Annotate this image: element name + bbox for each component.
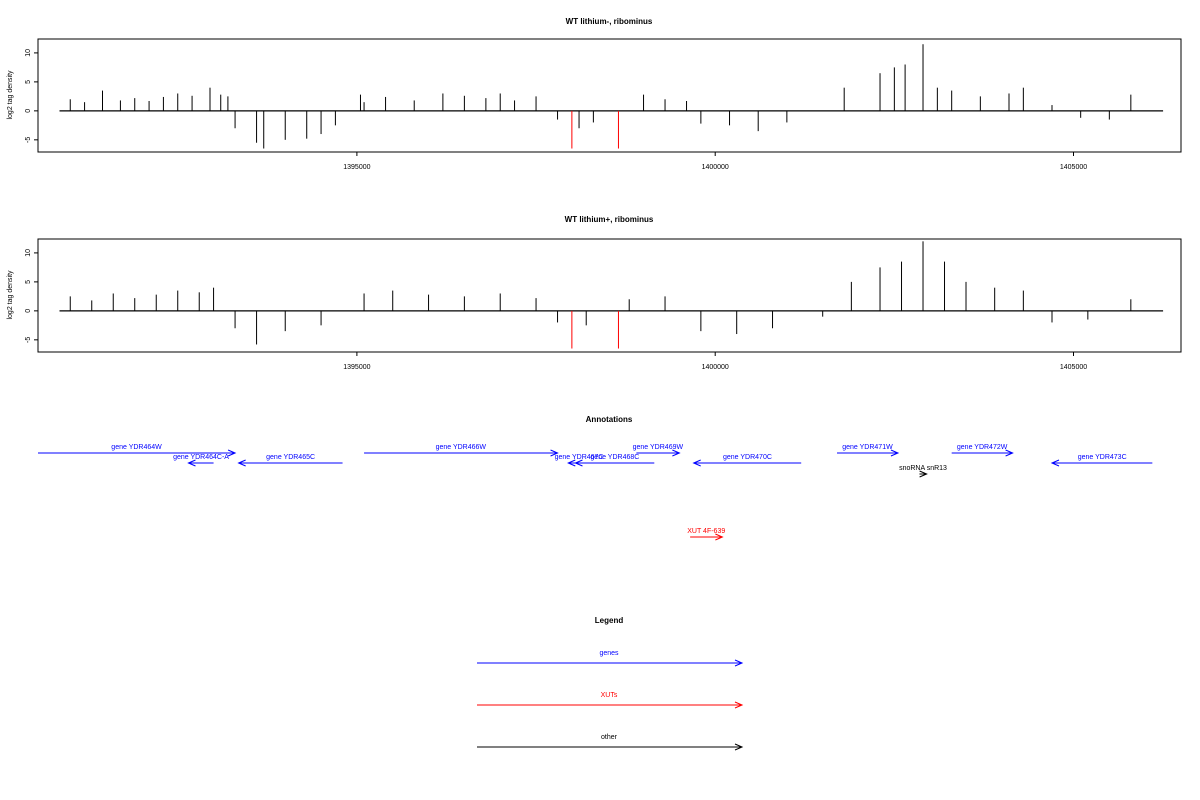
annotation-label: gene YDR468C (590, 454, 639, 461)
annotation-label: gene YDR467C (555, 454, 604, 461)
legend-arrowhead (734, 659, 744, 667)
y-tick-label: 10 (25, 49, 32, 57)
arrowhead (574, 459, 583, 467)
arrowhead (227, 449, 237, 457)
arrowhead (692, 459, 701, 467)
y-tick-label: 10 (25, 249, 32, 257)
arrowhead (715, 533, 724, 541)
annotation-label: snoRNA snR13 (899, 465, 947, 472)
panel-1-y-axis: -5 0 5 10 (25, 49, 39, 143)
annotation-gene: gene YDR469W (633, 444, 684, 457)
legend: Legend genes XUTs other (477, 616, 744, 751)
legend-label: genes (599, 650, 619, 657)
annotation-label: gene YDR473C (1078, 454, 1127, 461)
legend-title: Legend (595, 616, 624, 625)
arrowhead (1050, 459, 1060, 467)
panel-2-y-axis: -5 0 5 10 (25, 249, 39, 343)
y-tick-label: 0 (25, 109, 32, 113)
annotation-label: gene YDR472W (957, 444, 1008, 451)
y-tick-label: 0 (25, 309, 32, 313)
annotation-label: gene YDR465C (266, 454, 315, 461)
x-tick-label: 1405000 (1060, 164, 1087, 171)
annotation-label: XUT 4F-639 (687, 528, 725, 535)
panel-2-xut-marks (571, 310, 619, 349)
annotation-gene: gene YDR473C (1050, 454, 1153, 467)
legend-label: XUTs (601, 692, 618, 699)
annotation-gene: gene YDR471W (837, 444, 900, 457)
panel-2-title: WT lithium+, ribominus (565, 215, 654, 224)
legend-item: XUTs (477, 692, 744, 709)
y-tick-label: 5 (25, 80, 32, 84)
legend-label: other (601, 734, 618, 741)
annotation-label: gene YDR469W (633, 444, 684, 451)
x-tick-label: 1395000 (343, 164, 370, 171)
panel-2-ylabel: log2 tag density (7, 270, 14, 320)
arrowhead (237, 459, 246, 467)
arrowhead (672, 449, 681, 457)
panel-1-x-axis: 1395000 1400000 1405000 (343, 152, 1087, 171)
annotation-gene: gene YDR468C (574, 454, 655, 467)
annotation-xut: XUT 4F-639 (687, 528, 725, 541)
x-tick-label: 1405000 (1060, 364, 1087, 371)
panel-1-xut-marks (571, 110, 619, 149)
y-tick-label: -5 (25, 337, 32, 343)
annotation-gene: gene YDR470C (692, 454, 802, 467)
y-tick-label: -5 (25, 137, 32, 143)
annotation-gene: gene YDR466W (364, 444, 559, 457)
panel-1-bars (59, 44, 1164, 149)
arrowhead (1005, 449, 1014, 457)
arrowhead (187, 459, 196, 467)
y-tick-label: 5 (25, 280, 32, 284)
legend-items: genes XUTs other (477, 650, 744, 751)
x-tick-label: 1395000 (343, 364, 370, 371)
annotation-items: gene YDR464W gene YDR464C-A gene YDR465C ge… (38, 444, 1153, 541)
annotation-gene: gene YDR464C-A (173, 454, 229, 467)
annotations-title: Annotations (586, 415, 633, 424)
panel-1-frame (37, 38, 1182, 153)
x-tick-label: 1400000 (702, 364, 729, 371)
annotation-label: gene YDR471W (842, 444, 893, 451)
arrowhead (919, 470, 928, 478)
annotation-label: gene YDR464W (111, 444, 162, 451)
annotation-label: gene YDR470C (723, 454, 772, 461)
arrowhead (567, 459, 576, 467)
legend-item: genes (477, 650, 744, 667)
panel-1-title: WT lithium-, ribominus (566, 17, 653, 26)
annotation-label: gene YDR464C-A (173, 454, 229, 461)
x-tick-label: 1400000 (702, 164, 729, 171)
panel-2-bars (59, 241, 1164, 345)
annotation-label: gene YDR466W (436, 444, 487, 451)
arrowhead (890, 449, 900, 457)
legend-arrowhead (734, 701, 744, 709)
panel-1-ylabel: log2 tag density (7, 70, 14, 120)
annotation-gene: gene YDR465C (237, 454, 343, 467)
panel-2-x-axis: 1395000 1400000 1405000 (343, 352, 1087, 371)
arrowhead (550, 449, 559, 457)
annotation-other: snoRNA snR13 (899, 465, 947, 478)
annotation-gene: gene YDR472W (951, 444, 1014, 457)
signal-panel-2: WT lithium+, ribominus log2 tag density … (7, 215, 1182, 371)
panel-2-frame (37, 238, 1182, 353)
signal-panel-1: WT lithium-, ribominus log2 tag density … (7, 17, 1182, 171)
legend-arrowhead (734, 743, 744, 751)
legend-item: other (477, 734, 744, 751)
annotation-gene: gene YDR464W (38, 444, 237, 457)
